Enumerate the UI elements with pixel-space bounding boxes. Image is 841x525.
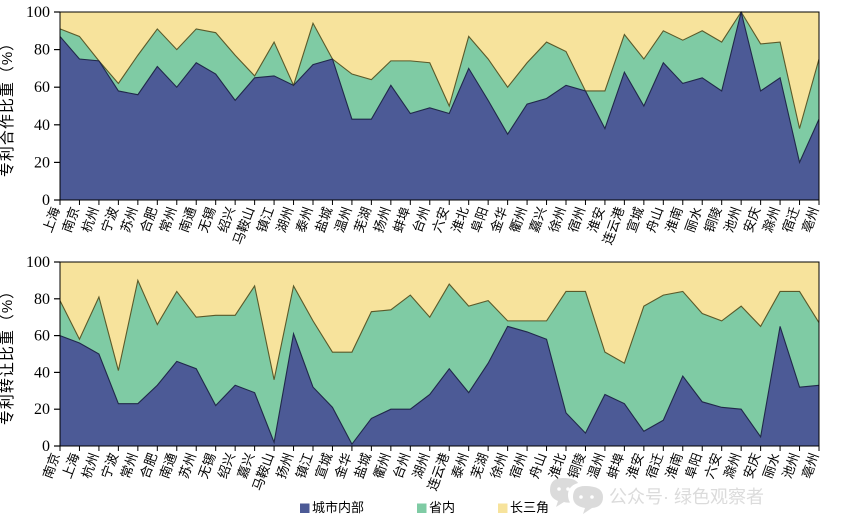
svg-text:40: 40 bbox=[34, 117, 50, 134]
svg-text:20: 20 bbox=[34, 401, 50, 418]
svg-text:20: 20 bbox=[34, 154, 50, 171]
svg-text:省内: 省内 bbox=[429, 500, 455, 515]
svg-text:80: 80 bbox=[34, 291, 50, 308]
svg-text:100: 100 bbox=[26, 4, 50, 21]
svg-text:60: 60 bbox=[34, 79, 50, 96]
svg-text:100: 100 bbox=[26, 254, 50, 271]
svg-text:城市内部: 城市内部 bbox=[312, 500, 364, 515]
svg-text:60: 60 bbox=[34, 328, 50, 345]
svg-text:长三角: 长三角 bbox=[510, 500, 549, 515]
svg-text:80: 80 bbox=[34, 42, 50, 59]
svg-text:40: 40 bbox=[34, 364, 50, 381]
svg-text:公众号· 绿色观察者: 公众号· 绿色观察者 bbox=[609, 487, 764, 507]
svg-text:专利合作比重（%）: 专利合作比重（%） bbox=[0, 35, 16, 177]
svg-text:专利转让比重（%）: 专利转让比重（%） bbox=[0, 283, 16, 425]
